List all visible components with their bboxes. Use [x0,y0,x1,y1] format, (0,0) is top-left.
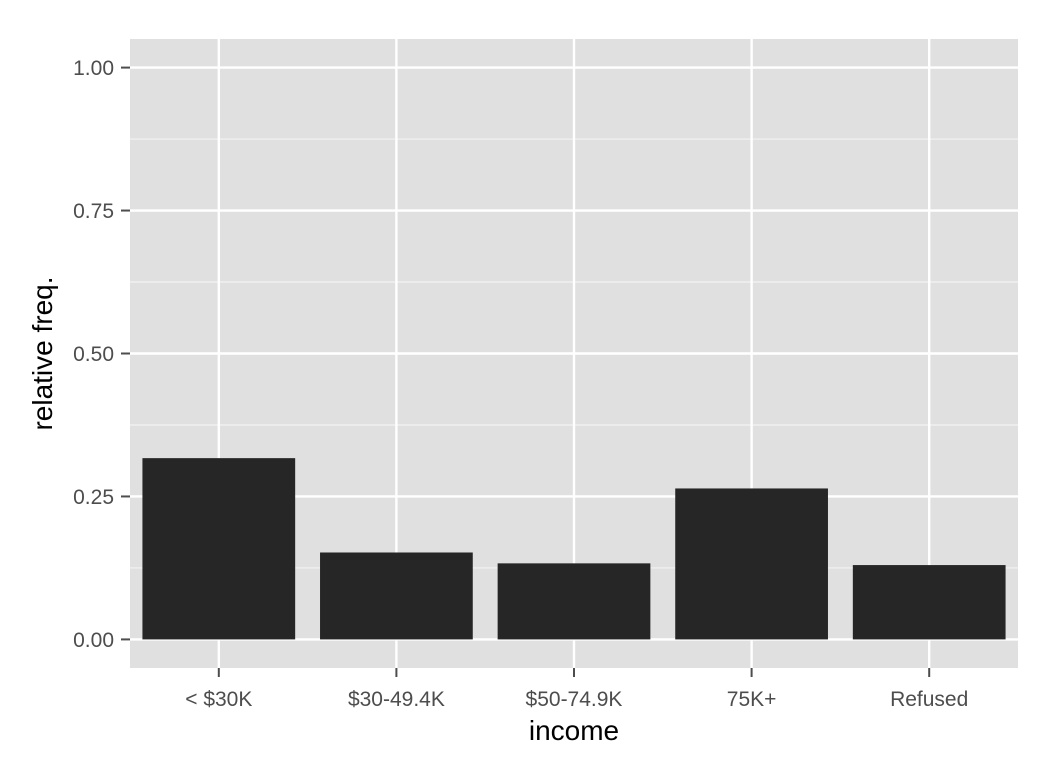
x-tick-label: Refused [890,688,968,711]
x-axis-title: income [529,715,619,746]
y-axis: 0.00 0.25 0.50 0.75 1.00 [73,57,130,652]
y-tick-label: 0.75 [73,200,114,223]
y-axis-title: relative freq. [27,276,58,430]
x-tick-label: $30-49.4K [348,688,445,711]
y-tick-label: 1.00 [73,57,114,80]
bar-4 [852,565,1006,640]
bar-2 [497,563,651,640]
bar-0 [142,458,296,640]
x-tick-label: < $30K [185,688,252,711]
bar-3 [675,488,828,640]
x-tick-label: 75K+ [727,688,777,711]
y-tick-label: 0.00 [73,629,114,652]
y-tick-label: 0.25 [73,486,114,509]
x-axis: < $30K $30-49.4K $50-74.9K 75K+ Refused [185,668,968,711]
bars [142,458,1006,640]
bar-1 [320,552,473,640]
x-tick-label: $50-74.9K [526,688,623,711]
y-tick-label: 0.50 [73,343,114,366]
